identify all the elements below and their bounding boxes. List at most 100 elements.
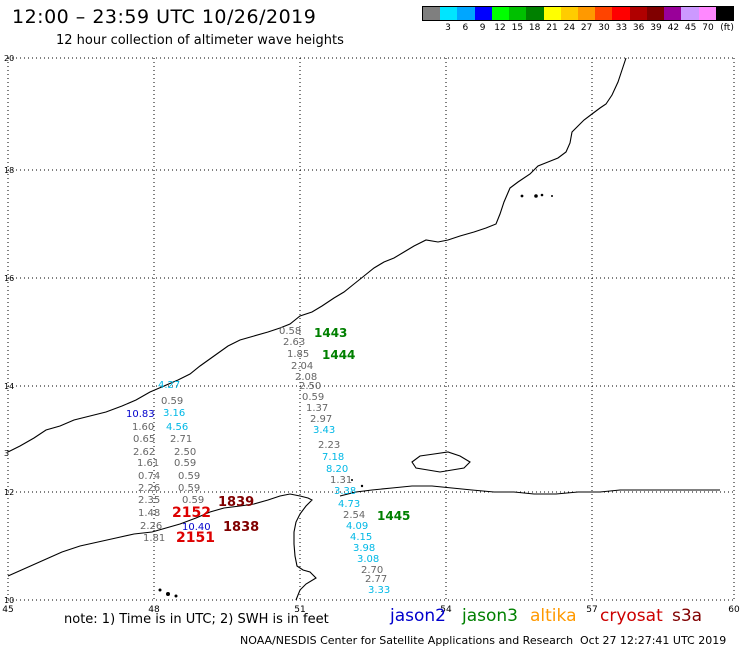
coastline-africa: [7, 493, 317, 601]
pass-time: 1838: [223, 520, 259, 535]
swh-value: 1.37: [306, 403, 328, 414]
legend-swatch: [664, 7, 682, 20]
legend-swatch: [629, 7, 647, 20]
swh-value: 2.71: [170, 434, 192, 445]
legend-swatch: [577, 7, 596, 20]
swh-value: 4.09: [346, 521, 368, 532]
map-subtitle: 12 hour collection of altimeter wave hei…: [56, 33, 344, 48]
legend-swatch: [543, 7, 561, 20]
pass-time-labels: 1443 1444 1445 1839 1838 2152 2151: [172, 326, 410, 546]
swh-value: 0.59: [182, 495, 204, 506]
swh-value: 1.48: [138, 508, 160, 519]
lon-label: 48: [148, 605, 160, 615]
coastline-arabia: [7, 57, 627, 453]
legend-label: 30: [598, 23, 610, 33]
swh-value: 1.61: [137, 458, 159, 469]
swh-value: 0.59: [174, 458, 196, 469]
swh-value: 1.31: [330, 475, 352, 486]
legend-swatch: [612, 7, 630, 20]
swh-value: 0.59: [178, 483, 200, 494]
legend-labels: 3 6 9 12 15 18 21 24 27 30 33 36 39 42 45 70 (ft): [422, 21, 734, 35]
swh-value: 2.50: [174, 447, 196, 458]
swh-value: 2.70: [361, 565, 383, 576]
swh-value: 1.85: [287, 349, 309, 360]
swh-value: 0.74: [138, 471, 160, 482]
swh-value: 2.26: [138, 483, 160, 494]
swh-value: 10.40: [182, 522, 211, 533]
map-title: 12:00 – 23:59 UTC 10/26/2019: [12, 6, 317, 28]
legend-swatch: [440, 7, 458, 20]
legend-label: 39: [650, 23, 662, 33]
swh-value: 7.18: [322, 452, 344, 463]
lat-label: 16: [4, 274, 14, 283]
legend-swatch: [681, 7, 699, 20]
swh-value: 2.77: [365, 574, 387, 585]
legend-swatch: [509, 7, 527, 20]
swh-value: 8.20: [326, 464, 348, 475]
pass-time: 2152: [172, 505, 211, 521]
credit-line: NOAA/NESDIS Center for Satellite Applica…: [240, 634, 574, 647]
legend-label: 42: [667, 23, 680, 33]
lat-label: 14: [4, 382, 14, 391]
swh-value: 0.65: [133, 434, 155, 445]
swh-value: 4.56: [166, 422, 188, 433]
swh-value: 2.97: [310, 414, 332, 425]
swh-value: 3.08: [357, 554, 379, 565]
small-islands: [158, 193, 553, 598]
swh-value: 2.23: [318, 440, 340, 451]
lat-label: 20: [4, 54, 14, 63]
lat-label: 18: [4, 166, 14, 175]
lat-minor-label: 3: [4, 449, 9, 458]
legend-color-bar: [422, 6, 734, 21]
swh-value: 3.98: [353, 543, 375, 554]
legend-label: 15: [511, 23, 524, 33]
swh-value: 2.35: [138, 495, 160, 506]
graticule: 45 48 51 54 57 60 20 18 16 14 12 10 3: [2, 54, 740, 615]
swh-value: 2.62: [133, 447, 155, 458]
legend-swatch: [457, 7, 475, 20]
satellite-jason3: jason3: [462, 606, 518, 626]
legend-swatch: [560, 7, 578, 20]
satellite-cryosat: cryosat: [600, 606, 663, 626]
swh-value: 3.33: [368, 585, 390, 596]
swh-value: 2.63: [283, 337, 305, 348]
swh-value: 4.73: [338, 499, 360, 510]
legend-swatch: [526, 7, 544, 20]
pass-time: 1839: [218, 495, 254, 510]
swh-value: 0.59: [178, 471, 200, 482]
legend-label: 24: [563, 23, 576, 33]
legend-label: 9: [479, 23, 486, 33]
legend-label: 70: [702, 23, 714, 33]
socotra-island: [411, 451, 471, 473]
swh-value: 4.27: [158, 380, 180, 391]
swh-value: 3.16: [163, 408, 185, 419]
legend-label: 6: [462, 23, 469, 33]
lon-label: 60: [728, 605, 740, 615]
satellite-altika: altika: [530, 606, 577, 626]
swh-value: 2.54: [343, 510, 365, 521]
lon-label: 45: [2, 605, 13, 615]
pass-time: 1443: [314, 326, 347, 340]
swh-value: 2.50: [299, 381, 321, 392]
satellite-jason2: jason2: [390, 606, 446, 626]
lon-label: 51: [294, 605, 305, 615]
swh-value: 0.59: [161, 396, 183, 407]
legend-swatch: [474, 7, 492, 20]
lat-label: 12: [4, 488, 14, 497]
swh-value: 2.26: [140, 521, 162, 532]
lon-label: 54: [440, 605, 452, 615]
satellite-s3a: s3a: [672, 606, 703, 626]
legend-swatch: [491, 7, 510, 20]
pass-time: 1444: [322, 348, 355, 362]
swh-value: 2.04: [291, 361, 313, 372]
swh-value: 3.38: [334, 486, 356, 497]
lon-label: 57: [586, 605, 597, 615]
swh-value: 10.83: [126, 409, 155, 420]
legend-label: 21: [546, 23, 558, 33]
swh-value: 3.43: [313, 425, 335, 436]
swh-value: 2.08: [295, 372, 317, 383]
lat-label: 10: [4, 596, 14, 605]
legend-label: 36: [632, 23, 645, 33]
legend-swatch: [698, 7, 716, 20]
